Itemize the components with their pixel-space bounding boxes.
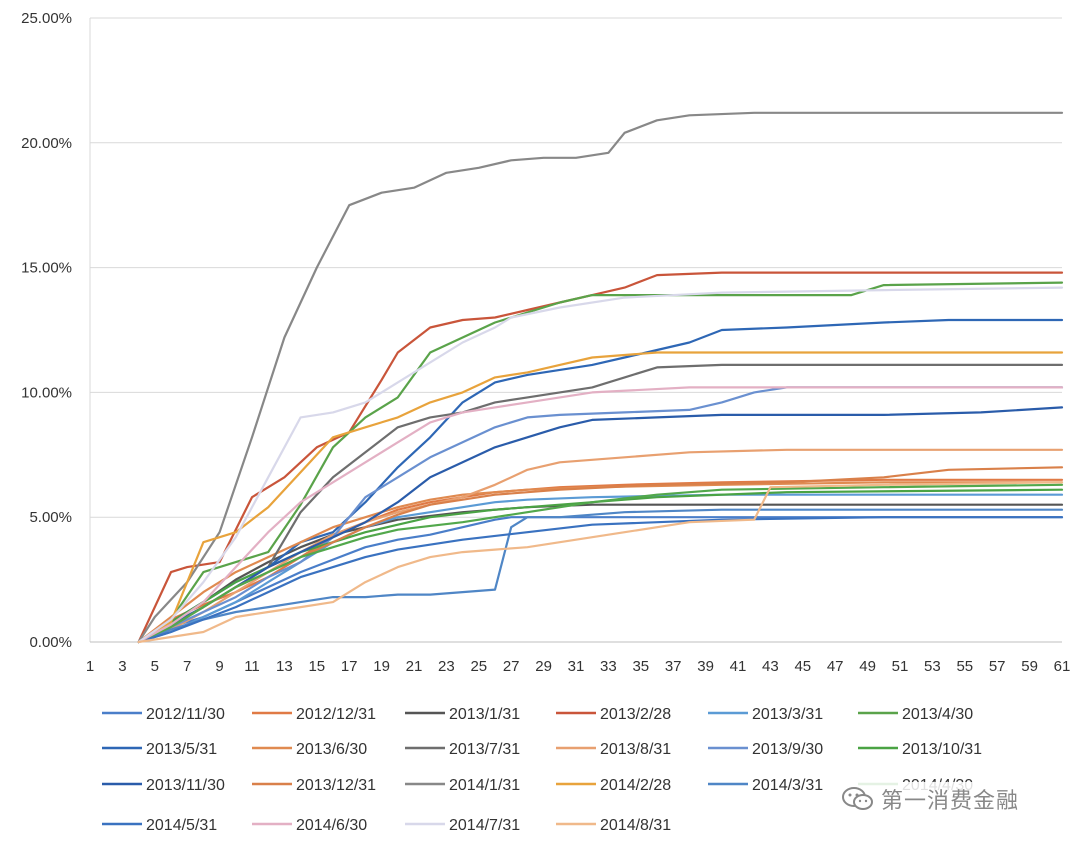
- x-tick-label: 39: [697, 658, 714, 675]
- x-tick-label: 31: [568, 658, 585, 675]
- legend-label: 2014/2/28: [600, 777, 671, 794]
- legend-label: 2013/10/31: [902, 741, 982, 758]
- series-lines: [137, 111, 1064, 644]
- legend-label: 2014/8/31: [600, 817, 671, 834]
- y-tick-label: 5.00%: [29, 509, 72, 526]
- x-tick-label: 35: [632, 658, 649, 675]
- series-line-2013-2-28: [137, 271, 1064, 644]
- x-tick-label: 27: [503, 658, 520, 675]
- x-tick-label: 15: [308, 658, 325, 675]
- legend-label: 2013/2/28: [600, 706, 671, 723]
- legend-label: 2014/1/31: [449, 777, 520, 794]
- x-tick-label: 29: [535, 658, 552, 675]
- x-tick-label: 9: [215, 658, 223, 675]
- x-tick-label: 23: [438, 658, 455, 675]
- series-line-2013-12-31: [137, 466, 1064, 644]
- x-tick-label: 5: [151, 658, 159, 675]
- legend-label: 2014/6/30: [296, 817, 367, 834]
- legend-label: 2013/11/30: [146, 777, 225, 794]
- series-line-2014-8-31: [137, 481, 1064, 644]
- x-tick-label: 13: [276, 658, 293, 675]
- series-line-2014-4-30: [137, 483, 1064, 644]
- y-tick-label: 10.00%: [21, 384, 72, 401]
- y-tick-label: 15.00%: [21, 260, 72, 277]
- x-axis-ticks: 1 3 5 7 9 11 13 15 17 19 21 23 25 27 29 31 33 35 37 39 41 43 4…: [86, 658, 1071, 675]
- x-tick-label: 45: [794, 658, 811, 675]
- y-tick-label: 20.00%: [21, 135, 72, 152]
- x-tick-label: 53: [924, 658, 941, 675]
- legend: 2012/11/30 2012/12/31 2013/1/31 2013/2/28 20…: [102, 706, 982, 834]
- x-tick-label: 57: [989, 658, 1006, 675]
- legend-label: 2013/5/31: [146, 741, 217, 758]
- y-tick-label: 0.00%: [29, 634, 72, 651]
- x-tick-label: 61: [1054, 658, 1071, 675]
- legend-label: 2013/4/30: [902, 706, 973, 723]
- x-tick-label: 47: [827, 658, 844, 675]
- legend-label: 2013/3/31: [752, 706, 823, 723]
- x-tick-label: 11: [244, 658, 260, 675]
- series-line-2014-5-31: [137, 516, 1064, 644]
- y-axis-ticks: 0.00% 5.00% 10.00% 15.00% 20.00% 25.00%: [21, 10, 72, 651]
- legend-label: 2012/11/30: [146, 706, 225, 723]
- legend-label: 2013/9/30: [752, 741, 823, 758]
- legend-label: 2013/8/31: [600, 741, 671, 758]
- legend-label: 2013/1/31: [449, 706, 520, 723]
- x-tick-label: 43: [762, 658, 779, 675]
- legend-label: 2014/7/31: [449, 817, 520, 834]
- y-tick-label: 25.00%: [21, 10, 72, 27]
- x-tick-label: 25: [470, 658, 487, 675]
- x-tick-label: 1: [86, 658, 94, 675]
- legend-label: 2013/12/31: [296, 777, 376, 794]
- series-line-2013-3-31: [137, 493, 1064, 644]
- series-line-2014-3-31: [137, 508, 1064, 644]
- legend-label: 2012/12/31: [296, 706, 376, 723]
- x-tick-label: 59: [1021, 658, 1038, 675]
- series-line-2013-7-31: [137, 363, 1064, 644]
- watermark: 第一消费金融: [835, 782, 1026, 816]
- axes: [89, 18, 1062, 643]
- legend-label: 2014/3/31: [752, 777, 823, 794]
- legend-label: 2013/7/31: [449, 741, 520, 758]
- series-line-2014-6-30: [137, 386, 1064, 644]
- watermark-text: 第一消费金融: [881, 789, 1020, 814]
- gridlines: [90, 17, 1062, 643]
- legend-label: 2013/6/30: [296, 741, 367, 758]
- x-tick-label: 19: [373, 658, 390, 675]
- x-tick-label: 37: [665, 658, 682, 675]
- x-tick-label: 51: [892, 658, 909, 675]
- series-line-2014-7-31: [137, 286, 1064, 644]
- x-tick-label: 3: [118, 658, 126, 675]
- series-line-2013-9-30: [137, 386, 1064, 644]
- legend-label: 2014/5/31: [146, 817, 217, 834]
- x-tick-label: 33: [600, 658, 617, 675]
- x-tick-label: 55: [956, 658, 973, 675]
- x-tick-label: 49: [859, 658, 876, 675]
- series-line-2013-8-31: [137, 448, 1064, 644]
- series-line-2014-1-31: [137, 111, 1064, 644]
- x-tick-label: 7: [183, 658, 191, 675]
- x-tick-label: 21: [406, 658, 423, 675]
- x-tick-label: 41: [730, 658, 747, 675]
- x-tick-label: 17: [341, 658, 358, 675]
- series-line-2013-10-31: [137, 488, 1064, 644]
- wechat-icon: [842, 787, 873, 810]
